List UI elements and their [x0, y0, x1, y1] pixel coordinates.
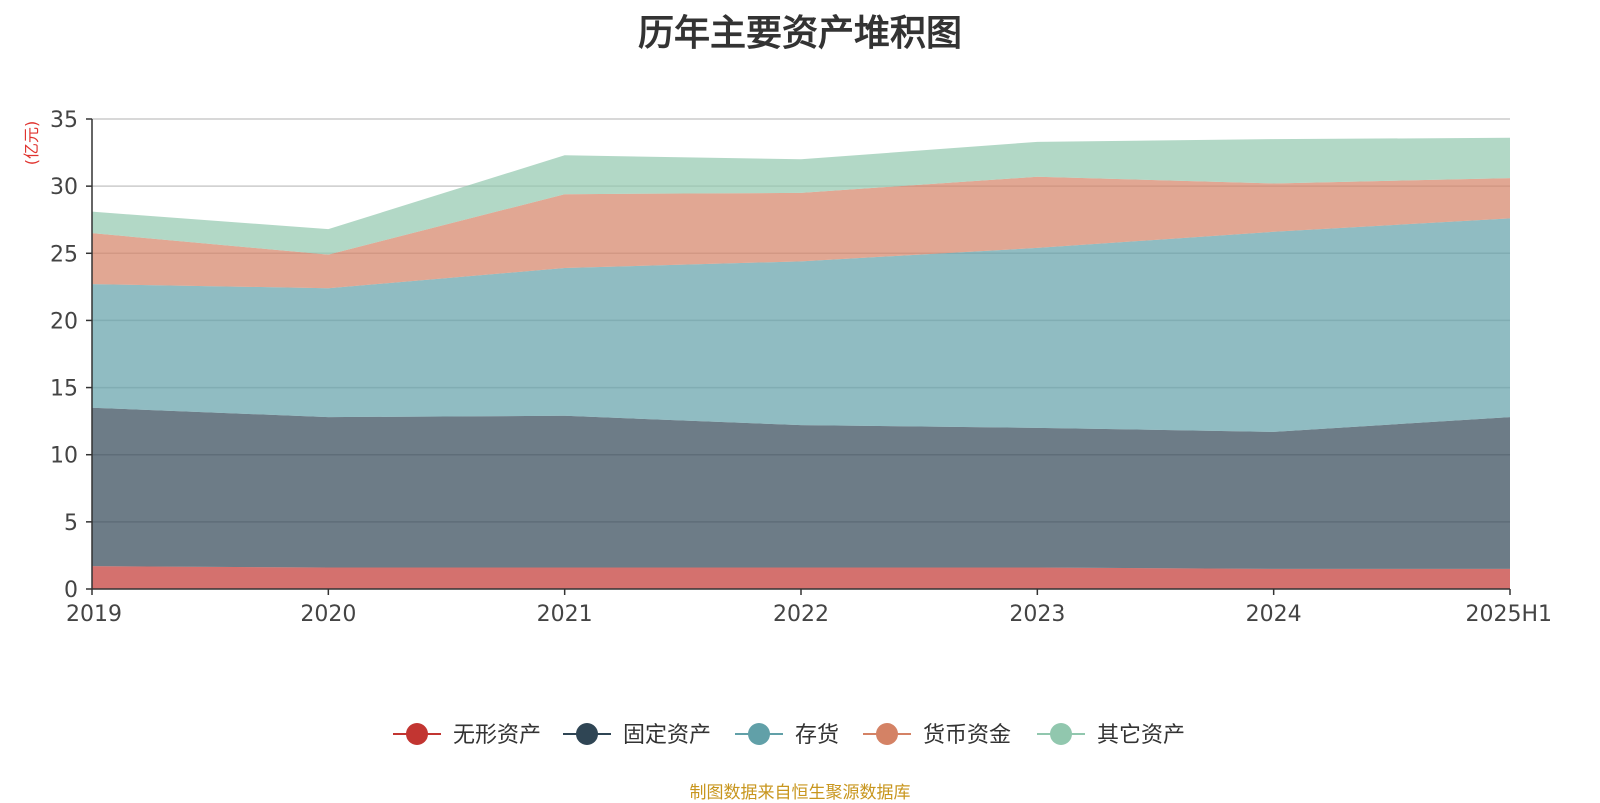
legend-label: 货币资金 — [923, 723, 1011, 748]
legend-item-固定资产[interactable]: 固定资产 — [563, 723, 711, 748]
legend-marker-icon — [748, 723, 770, 745]
area-series-无形资产[interactable] — [92, 566, 1510, 589]
axes: 0 5 10 15 20 25 30 35 2019 2020 2021 2022 2023 2024 20… — [50, 108, 1552, 627]
x-tick-label: 2025H1 — [1465, 602, 1552, 627]
legend-label: 无形资产 — [453, 723, 541, 748]
area-series-货币资金[interactable] — [92, 176, 1510, 289]
chart-title: 历年主要资产堆积图 — [637, 13, 962, 54]
legend-marker-icon — [576, 723, 598, 745]
y-tick-label: 30 — [50, 175, 78, 200]
x-tick-label: 2021 — [537, 602, 593, 627]
legend[interactable]: 无形资产 固定资产 存货 货币资金 其它资产 — [393, 723, 1185, 748]
y-tick-label: 10 — [50, 444, 78, 469]
y-tick-label: 25 — [50, 242, 78, 267]
y-tick-label: 35 — [50, 108, 78, 133]
legend-item-无形资产[interactable]: 无形资产 — [393, 723, 541, 748]
legend-marker-icon — [876, 723, 898, 745]
legend-label: 固定资产 — [623, 723, 711, 748]
legend-item-存货[interactable]: 存货 — [735, 723, 839, 748]
y-tick-label: 5 — [64, 511, 78, 536]
y-tick-label: 0 — [64, 578, 78, 603]
y-tick-label: 20 — [50, 309, 78, 334]
x-tick-label: 2019 — [66, 602, 122, 627]
x-tick-label: 2023 — [1009, 602, 1065, 627]
x-tick-label: 2022 — [773, 602, 829, 627]
legend-marker-icon — [406, 723, 428, 745]
legend-item-货币资金[interactable]: 货币资金 — [863, 723, 1011, 748]
legend-label: 其它资产 — [1097, 723, 1185, 748]
x-tick-label: 2020 — [300, 602, 356, 627]
legend-label: 存货 — [795, 723, 839, 748]
x-tick-label: 2024 — [1246, 602, 1302, 627]
y-axis-unit-label: (亿元) — [22, 121, 41, 166]
area-series-其它资产[interactable] — [92, 137, 1510, 255]
data-source-note: 制图数据来自恒生聚源数据库 — [689, 783, 911, 803]
area-series-固定资产[interactable] — [92, 407, 1510, 569]
y-tick-label: 15 — [50, 377, 78, 402]
legend-marker-icon — [1050, 723, 1072, 745]
area-series-存货[interactable] — [92, 218, 1510, 432]
area-series — [92, 137, 1510, 589]
legend-item-其它资产[interactable]: 其它资产 — [1037, 723, 1185, 748]
